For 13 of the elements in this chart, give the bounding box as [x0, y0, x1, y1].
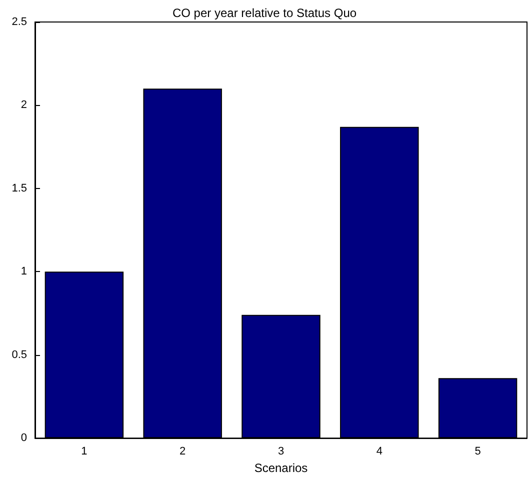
chart-title: CO per year relative to Status Quo [172, 6, 357, 20]
x-tick-label: 4 [376, 446, 382, 458]
x-tick-label: 2 [180, 446, 186, 458]
y-tick-label: 1.5 [12, 182, 27, 194]
x-axis-title: Scenarios [254, 461, 308, 475]
x-tick-label: 1 [81, 446, 88, 458]
y-tick-label: 1 [20, 266, 27, 278]
y-tick-label: 2 [20, 99, 27, 112]
x-tick-label: 3 [278, 446, 284, 458]
y-tick-label: 2.5 [12, 16, 27, 28]
y-tick-label: 0.5 [12, 348, 27, 361]
x-tick-label: 5 [474, 446, 481, 458]
y-tick-label: 0 [20, 432, 27, 444]
